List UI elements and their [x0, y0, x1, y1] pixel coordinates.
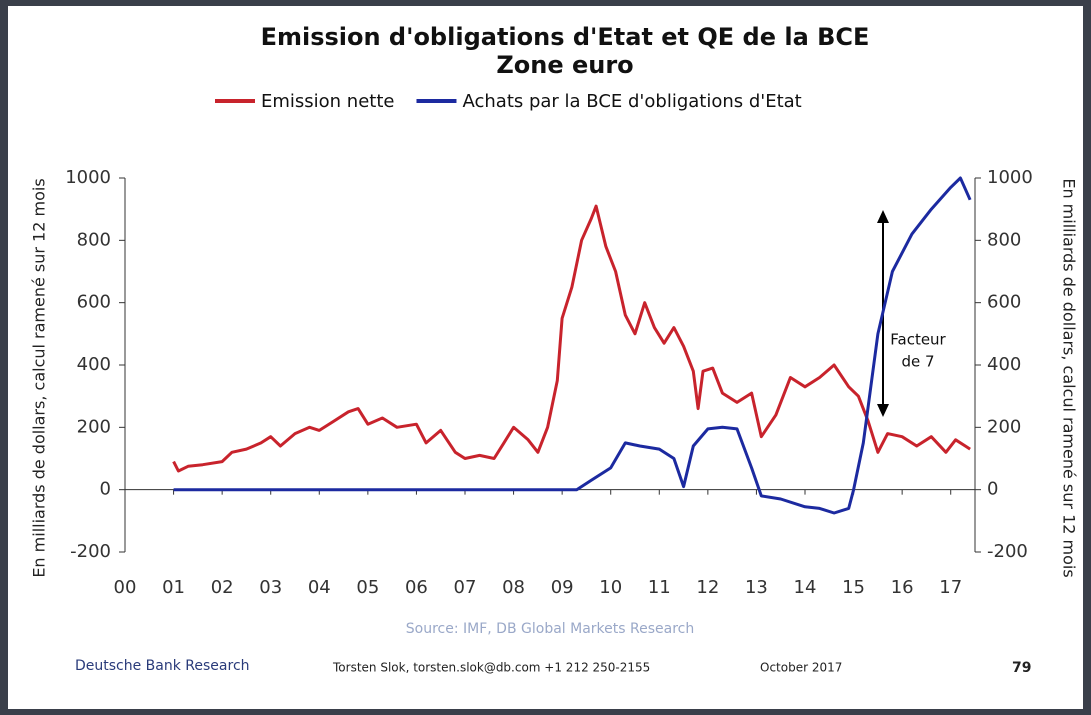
x-tick-label: 16 — [891, 577, 914, 598]
x-tick-label: 08 — [502, 577, 525, 598]
y2-tick-label: 800 — [987, 229, 1021, 250]
y-tick-label: 1000 — [65, 167, 111, 188]
slide-background — [8, 6, 1083, 709]
y-tick-label: 600 — [77, 292, 111, 313]
legend-label: Emission nette — [261, 91, 394, 112]
y2-tick-label: 400 — [987, 354, 1021, 375]
x-tick-label: 05 — [356, 577, 379, 598]
y2-axis-label: En milliards de dollars, calcul ramené s… — [1060, 178, 1079, 577]
footer-date: October 2017 — [760, 661, 842, 675]
chart-subtitle: Zone euro — [496, 51, 633, 79]
x-tick-label: 06 — [405, 577, 428, 598]
y2-tick-label: 1000 — [987, 167, 1033, 188]
y-tick-label: 400 — [77, 354, 111, 375]
y-axis-label: En milliards de dollars, calcul ramené s… — [30, 178, 49, 577]
y-tick-label: 0 — [100, 479, 111, 500]
x-tick-label: 10 — [599, 577, 622, 598]
x-tick-label: 03 — [259, 577, 282, 598]
annotation: de 7 — [901, 353, 934, 371]
y-tick-label: 800 — [77, 229, 111, 250]
footer-author: Torsten Slok, torsten.slok@db.com +1 212… — [332, 661, 650, 675]
y-tick-label: 200 — [77, 416, 111, 437]
annotation: Facteur — [890, 331, 946, 349]
y2-tick-label: 0 — [987, 479, 998, 500]
source: Source: IMF, DB Global Markets Research — [406, 621, 694, 637]
y2-tick-label: 600 — [987, 292, 1021, 313]
x-tick-label: 02 — [211, 577, 234, 598]
line-series — [172, 204, 971, 473]
y2-tick-label: 200 — [987, 416, 1021, 437]
chart-title: Emission d'obligations d'Etat et QE de l… — [261, 23, 870, 51]
x-tick-label: 14 — [794, 577, 817, 598]
footer-left: Deutsche Bank Research — [75, 658, 250, 674]
line-series — [173, 176, 972, 515]
x-tick-label: 13 — [745, 577, 768, 598]
x-tick-label: 17 — [939, 577, 962, 598]
y-tick-label: -200 — [70, 541, 111, 562]
x-tick-label: 07 — [454, 577, 477, 598]
legend-label: Achats par la BCE d'obligations d'Etat — [462, 91, 801, 112]
x-tick-label: 04 — [308, 577, 331, 598]
footer-page: 79 — [1012, 660, 1031, 676]
y2-tick-label: -200 — [987, 541, 1028, 562]
x-tick-label: 15 — [842, 577, 865, 598]
x-tick-label: 01 — [162, 577, 185, 598]
x-tick-label: 09 — [551, 577, 574, 598]
x-tick-label: 11 — [648, 577, 671, 598]
x-tick-label: 00 — [114, 577, 137, 598]
x-tick-label: 12 — [696, 577, 719, 598]
